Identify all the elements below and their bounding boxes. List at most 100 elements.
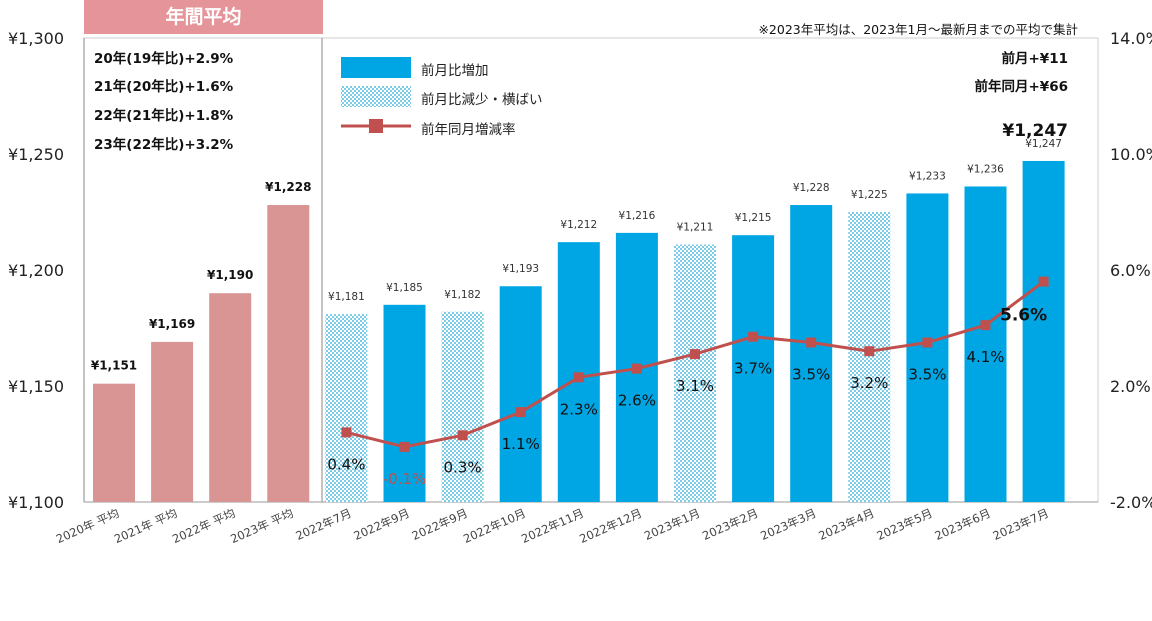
yoy-label-5: 2.3%: [560, 400, 598, 418]
bar-value-label-4: ¥1,228: [265, 180, 311, 194]
x-tick-label-14: 2023年4月: [816, 506, 876, 543]
x-tick-label-5: 2022年7月: [293, 506, 353, 543]
y-tick-label-4: ¥1,250: [8, 145, 64, 164]
annual-comparison-2021: 21年(20年比)+1.6%: [94, 79, 234, 95]
bar-value-label-2: ¥1,169: [149, 317, 195, 331]
y2-tick-label-4: 10.0%: [1110, 145, 1152, 164]
x-tick-label-15: 2023年5月: [874, 506, 934, 543]
bar-value-label-13: ¥1,228: [793, 182, 830, 194]
bar-15: [906, 193, 949, 502]
bar-value-label-6: ¥1,185: [386, 282, 423, 294]
bar-8: [499, 286, 542, 502]
x-tick-label-10: 2022年12月: [577, 506, 644, 546]
yoy-label-1: 0.4%: [327, 455, 365, 473]
x-tick-label-11: 2023年1月: [642, 506, 702, 543]
yoy-label-6: 2.6%: [618, 392, 656, 410]
yoy-label-8: 3.7%: [734, 360, 772, 378]
bar-2: [151, 341, 194, 502]
yoy-marker-1: [341, 427, 352, 438]
x-tick-label-1: 2020年 平均: [54, 506, 121, 546]
annual-average-badge: 年間平均: [84, 0, 323, 34]
x-tick-label-3: 2022年 平均: [170, 506, 237, 546]
yoy-label-10: 3.2%: [850, 374, 888, 392]
yoy-marker-3: [457, 430, 468, 441]
yoy-marker-9: [806, 337, 817, 348]
bar-value-label-14: ¥1,225: [851, 189, 888, 201]
y-tick-label-2: ¥1,150: [8, 377, 64, 396]
annual-comparison-2020: 20年(19年比)+2.9%: [94, 51, 234, 67]
bar-3: [209, 293, 252, 502]
bar-value-label-3: ¥1,190: [207, 268, 253, 282]
bar-1: [93, 383, 135, 502]
x-tick-label-9: 2022年11月: [519, 506, 586, 546]
yoy-marker-10: [864, 346, 875, 357]
yoy-label-4: 1.1%: [502, 435, 540, 453]
yoy-label-12: 4.1%: [966, 348, 1004, 366]
yoy-marker-6: [631, 363, 642, 374]
legend-label-increase: 前月比増加: [421, 63, 489, 79]
bar-4: [267, 205, 310, 503]
legend-label-yoy: 前年同月増減率: [421, 122, 516, 138]
x-tick-label-12: 2023年2月: [700, 506, 760, 543]
bar-value-label-8: ¥1,193: [502, 263, 539, 275]
yoy-label-7: 3.1%: [676, 377, 714, 395]
yoy-marker-12: [980, 320, 991, 331]
bar-6: [383, 304, 426, 502]
bar-14: [848, 212, 891, 502]
y2-tick-label-2: 2.0%: [1110, 377, 1151, 396]
bar-value-label-16: ¥1,236: [967, 163, 1004, 175]
legend-marker-yoy: [369, 119, 383, 133]
yoy-marker-8: [748, 331, 759, 342]
bar-value-label-10: ¥1,216: [619, 210, 656, 222]
x-tick-label-16: 2023年6月: [933, 506, 993, 543]
bar-value-label-1: ¥1,151: [91, 359, 137, 373]
y-tick-label-1: ¥1,100: [8, 493, 64, 512]
bar-7: [441, 311, 484, 502]
y-tick-label-3: ¥1,200: [8, 261, 64, 280]
yoy-marker-2: [399, 441, 410, 452]
bar-value-label-7: ¥1,182: [444, 289, 481, 301]
y-tick-label-5: ¥1,300: [8, 29, 64, 48]
bar-value-label-12: ¥1,215: [735, 212, 772, 224]
bar-11: [674, 244, 716, 503]
bar-value-label-5: ¥1,181: [328, 291, 365, 303]
yoy-marker-7: [690, 349, 700, 360]
year-over-year-change: 前年同月+¥66: [974, 79, 1069, 95]
yoy-label-13: 5.6%: [1000, 306, 1047, 326]
x-tick-label-13: 2023年3月: [758, 506, 818, 543]
x-tick-label-8: 2022年10月: [461, 506, 528, 546]
bar-value-label-9: ¥1,212: [560, 219, 597, 231]
yoy-label-2: -0.1%: [383, 470, 427, 488]
yoy-marker-13: [1038, 276, 1049, 287]
yoy-marker-11: [922, 337, 933, 348]
month-over-month-change: 前月+¥11: [1001, 51, 1069, 67]
bar-12: [732, 235, 775, 502]
bar-16: [964, 186, 1007, 503]
yoy-label-11: 3.5%: [908, 366, 946, 384]
x-tick-label-7: 2022年9月: [410, 506, 470, 543]
x-tick-label-2: 2021年 平均: [112, 506, 179, 546]
legend-label-decrease-flat: 前月比減少・横ばい: [421, 92, 543, 108]
x-tick-label-4: 2023年 平均: [228, 506, 295, 546]
bar-value-label-17: ¥1,247: [1025, 138, 1062, 150]
latest-value: ¥1,247: [1002, 121, 1068, 141]
bar-value-label-11: ¥1,211: [677, 221, 714, 233]
bar-13: [790, 205, 833, 503]
yoy-label-9: 3.5%: [792, 366, 830, 384]
yoy-marker-5: [573, 372, 584, 383]
x-tick-label-6: 2022年9月: [352, 506, 412, 543]
legend-swatch-decrease-flat: [341, 86, 411, 107]
bar-5: [325, 314, 368, 502]
annual-comparison-2022: 22年(21年比)+1.8%: [94, 108, 234, 124]
bar-value-label-15: ¥1,233: [909, 170, 946, 182]
x-tick-label-17: 2023年7月: [991, 506, 1051, 543]
yoy-marker-4: [515, 407, 526, 418]
legend-swatch-increase: [341, 57, 411, 78]
yoy-label-3: 0.3%: [444, 458, 482, 476]
bar-9: [557, 242, 600, 502]
annual-comparison-2023: 23年(22年比)+3.2%: [94, 137, 234, 153]
y2-tick-label-1: -2.0%: [1110, 493, 1152, 512]
bar-17: [1022, 160, 1065, 502]
average-note: ※2023年平均は、2023年1月～最新月までの平均で集計: [758, 22, 1078, 37]
